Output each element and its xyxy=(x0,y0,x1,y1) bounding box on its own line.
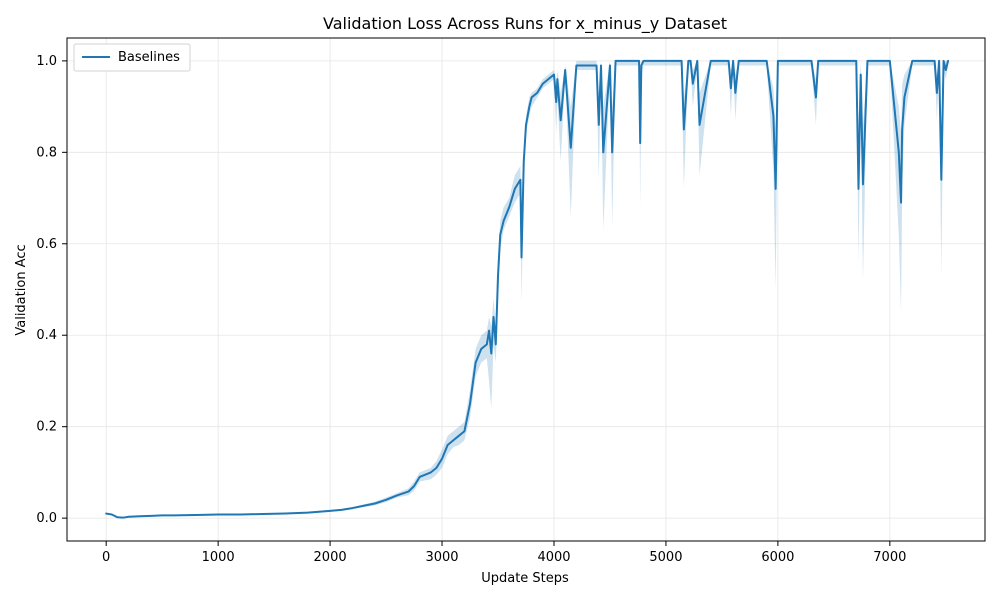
x-tick-label: 0 xyxy=(102,550,110,565)
y-tick-label: 0.6 xyxy=(36,237,57,252)
series-line xyxy=(105,59,950,519)
confidence-bands xyxy=(106,60,949,519)
series-lines xyxy=(105,59,950,519)
x-tick-label: 6000 xyxy=(761,550,794,565)
x-tick-label: 5000 xyxy=(649,550,682,565)
legend-label: Baselines xyxy=(118,50,180,65)
series-confidence-band xyxy=(106,60,949,519)
y-tick-label: 1.0 xyxy=(36,54,57,69)
plot-frame xyxy=(66,37,986,542)
x-tick-label: 7000 xyxy=(873,550,906,565)
y-axis-ticks: 0.0 0.2 0.4 0.6 0.8 1.0 xyxy=(36,54,67,526)
x-tick-label: 3000 xyxy=(425,550,458,565)
y-axis-label: Validation Acc xyxy=(14,244,29,335)
y-tick-label: 0.4 xyxy=(36,328,57,343)
y-tick-label: 0.2 xyxy=(36,420,57,435)
x-tick-label: 1000 xyxy=(202,550,235,565)
x-tick-label: 2000 xyxy=(314,550,347,565)
x-tick-label: 4000 xyxy=(537,550,570,565)
y-tick-label: 0.0 xyxy=(36,511,57,526)
chart-title: Validation Loss Across Runs for x_minus_… xyxy=(323,14,727,34)
y-tick-label: 0.8 xyxy=(36,145,57,160)
x-axis-ticks: 0 1000 2000 3000 4000 5000 6000 7000 xyxy=(102,541,906,565)
legend-box xyxy=(73,43,191,72)
grid-lines xyxy=(67,38,985,541)
legend: Baselines xyxy=(73,43,191,72)
x-axis-label: Update Steps xyxy=(481,571,569,586)
